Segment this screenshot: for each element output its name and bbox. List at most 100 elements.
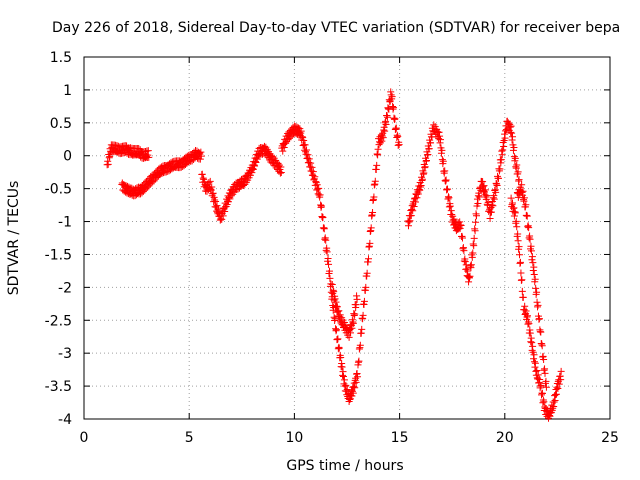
data-point [467,261,475,269]
series-8 [513,181,550,391]
data-point [363,269,371,277]
data-point [282,139,290,147]
data-point [448,211,456,219]
data-point [320,225,328,233]
data-point [436,132,444,140]
data-point [319,213,327,221]
data-point [493,181,501,189]
y-tick-label: -3.5 [45,379,72,395]
data-point [348,324,356,332]
data-point [555,380,563,388]
data-point [352,301,360,309]
data-point [196,155,204,163]
data-point [299,134,307,142]
data-point [442,176,450,184]
data-point [460,247,468,255]
data-point [351,384,359,392]
data-point [206,177,214,185]
data-point [315,184,323,192]
x-tick-label: 5 [185,430,194,446]
data-point [533,366,541,374]
data-point [484,198,492,206]
data-point [307,159,315,167]
data-point [525,320,533,328]
x-tick-label: 10 [285,430,303,446]
data-points [103,88,565,422]
data-point [519,187,527,195]
data-point [511,154,519,162]
y-tick-label: -4 [58,412,72,428]
data-point [518,181,526,189]
data-point [353,295,361,303]
data-point [513,161,521,169]
data-point [276,169,284,177]
data-point [531,359,539,367]
data-point [356,341,364,349]
x-tick-labels: 0 5 10 15 20 25 [80,430,619,446]
data-point [518,287,526,295]
data-point [541,369,549,377]
data-point [391,115,399,123]
data-point [532,284,540,292]
y-tick-label: -2.5 [45,313,72,329]
data-point [540,398,548,406]
data-point [104,160,112,168]
y-tick-label: -2 [58,280,72,296]
y-tick-label: -0.5 [45,182,72,198]
data-point [253,155,261,163]
data-point [530,270,538,278]
data-point [550,398,558,406]
data-point [332,302,340,310]
y-tick-labels: 1.5 1 0.5 0 -0.5 -1 -1.5 -2 -2.5 -3 -3.5 -4 [45,50,72,428]
data-point [324,254,332,262]
data-point [507,194,515,202]
data-point [338,363,346,371]
data-point [349,319,357,327]
y-tick-label: -3 [58,346,72,362]
chart-title: Day 226 of 2018, Sidereal Day-to-day VTE… [52,20,620,36]
data-point [472,218,480,226]
y-tick-label: 0.5 [50,116,72,132]
data-point [346,396,354,404]
data-point [345,333,353,341]
data-point [557,376,565,384]
data-point [104,157,112,165]
data-point [523,212,531,220]
data-point [516,258,524,266]
data-point [209,189,217,197]
data-point [251,162,259,170]
data-point [395,141,403,149]
data-point [508,129,516,137]
series-1 [103,141,153,169]
data-point [510,204,518,212]
data-point [213,202,221,210]
plot-frame [83,56,611,420]
data-point [533,288,541,296]
data-point [411,198,419,206]
data-point [311,173,319,181]
data-point [537,381,545,389]
data-point [483,192,491,200]
data-point [323,248,331,256]
x-tick-label: 20 [496,430,514,446]
data-point [500,143,508,151]
data-point [305,155,313,163]
data-point [371,177,379,185]
data-point [496,165,504,173]
data-point [420,169,428,177]
data-point [252,159,260,167]
data-point [446,202,454,210]
data-point [308,163,316,171]
data-point [521,302,529,310]
y-tick-label: -1 [58,215,72,231]
data-point [337,354,345,362]
data-point [466,272,474,280]
data-point [471,227,479,235]
data-point [280,144,288,152]
data-point [218,215,226,223]
data-point [528,253,536,261]
x-tick-label: 15 [391,430,409,446]
data-point [364,255,372,263]
data-point [469,249,477,257]
